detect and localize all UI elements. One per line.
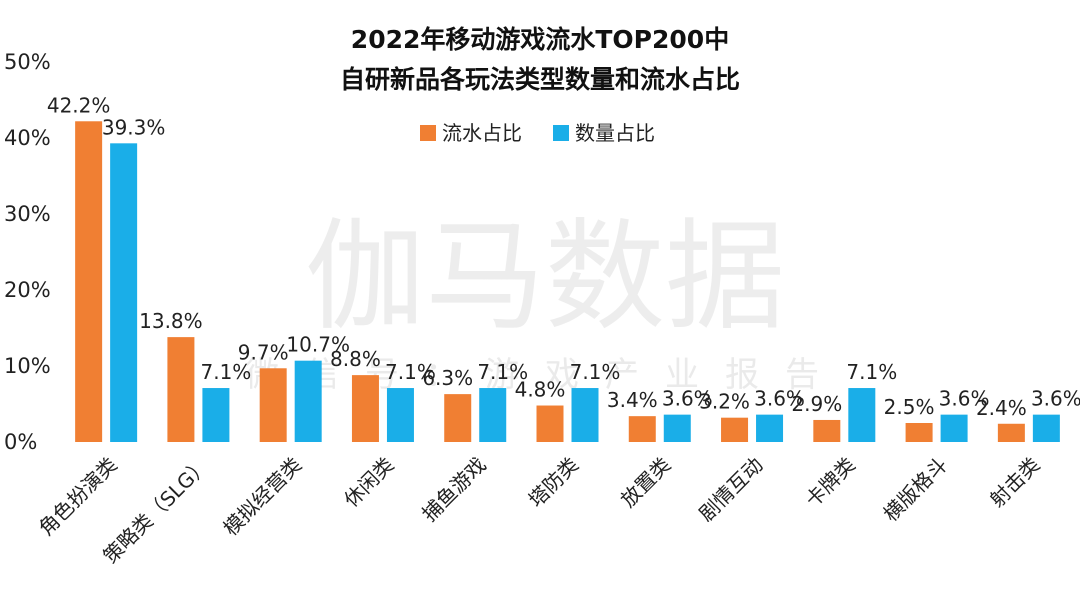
x-tick-label: 塔防类 xyxy=(524,453,583,512)
bar xyxy=(663,414,691,442)
data-label: 3.6% xyxy=(754,387,805,411)
bar xyxy=(202,388,230,442)
data-label: 13.8% xyxy=(139,309,203,333)
data-label: 7.1% xyxy=(201,360,252,384)
x-tick-label: 捕鱼游戏 xyxy=(417,453,491,527)
data-label: 6.3% xyxy=(422,366,473,390)
x-tick-label: 射击类 xyxy=(985,453,1044,512)
bar xyxy=(294,360,322,442)
data-label: 7.1% xyxy=(477,360,528,384)
x-tick-label: 模拟经营类 xyxy=(219,453,307,541)
y-tick-label: 40% xyxy=(4,126,51,150)
data-label: 9.7% xyxy=(238,340,289,364)
bar xyxy=(386,388,414,442)
y-tick-label: 50% xyxy=(4,50,51,74)
bar xyxy=(1032,414,1060,442)
x-tick-label: 休闲类 xyxy=(339,453,398,512)
legend-label: 流水占比 xyxy=(442,121,522,145)
data-label: 4.8% xyxy=(515,378,566,402)
bars xyxy=(75,121,1060,442)
data-label: 42.2% xyxy=(47,93,111,117)
data-label: 39.3% xyxy=(102,115,166,139)
bar xyxy=(259,368,287,442)
watermark-main: 伽马数据 xyxy=(305,208,785,347)
watermark-sub: 微信号：游戏产业报告 xyxy=(245,355,845,395)
data-label: 7.1% xyxy=(385,360,436,384)
data-label: 3.2% xyxy=(699,390,750,414)
y-tick-label: 30% xyxy=(4,202,51,226)
x-tick-label: 剧情互动 xyxy=(694,453,768,527)
legend-label: 数量占比 xyxy=(575,121,655,145)
bar xyxy=(813,419,841,442)
data-label: 2.5% xyxy=(884,395,935,419)
data-label: 3.6% xyxy=(662,387,713,411)
bar xyxy=(444,394,472,442)
bar xyxy=(75,121,103,442)
y-tick-label: 0% xyxy=(4,430,37,454)
chart-title-line-1: 2022年移动游戏流水TOP200中 xyxy=(351,25,729,54)
data-label: 2.9% xyxy=(791,392,842,416)
watermark: 伽马数据 微信号：游戏产业报告 xyxy=(245,208,845,395)
bar xyxy=(110,143,138,442)
y-axis: 0% 10% 20% 30% 40% 50% xyxy=(4,50,51,454)
data-label: 3.6% xyxy=(1031,387,1080,411)
data-label: 3.6% xyxy=(939,387,990,411)
bar xyxy=(571,388,599,442)
legend-swatch xyxy=(553,125,569,141)
x-tick-label: 横版格斗 xyxy=(879,453,953,527)
bar xyxy=(628,416,656,442)
data-label: 3.4% xyxy=(607,388,658,412)
data-label: 7.1% xyxy=(570,360,621,384)
bar xyxy=(167,337,195,442)
chart-title: 2022年移动游戏流水TOP200中 自研新品各玩法类型数量和流水占比 xyxy=(340,25,740,94)
bar xyxy=(756,414,784,442)
bar xyxy=(848,388,876,442)
data-label: 8.8% xyxy=(330,347,381,371)
data-label: 7.1% xyxy=(846,360,897,384)
data-label: 10.7% xyxy=(286,333,350,357)
x-tick-label: 角色扮演类 xyxy=(34,453,122,541)
x-tick-label: 放置类 xyxy=(616,453,675,512)
y-tick-label: 10% xyxy=(4,354,51,378)
legend: 流水占比 数量占比 xyxy=(420,121,655,145)
bar xyxy=(721,417,749,442)
x-tick-label: 卡牌类 xyxy=(800,453,859,512)
bar xyxy=(479,388,507,442)
bar xyxy=(536,405,564,442)
legend-swatch xyxy=(420,125,436,141)
y-tick-label: 20% xyxy=(4,278,51,302)
chart-title-line-2: 自研新品各玩法类型数量和流水占比 xyxy=(340,65,740,94)
data-label: 2.4% xyxy=(976,396,1027,420)
bar xyxy=(940,414,968,442)
data-labels: 42.2%39.3%13.8%7.1%9.7%10.7%8.8%7.1%6.3%… xyxy=(47,93,1080,419)
bar xyxy=(905,423,933,442)
bar xyxy=(351,375,379,442)
bar xyxy=(997,423,1025,442)
